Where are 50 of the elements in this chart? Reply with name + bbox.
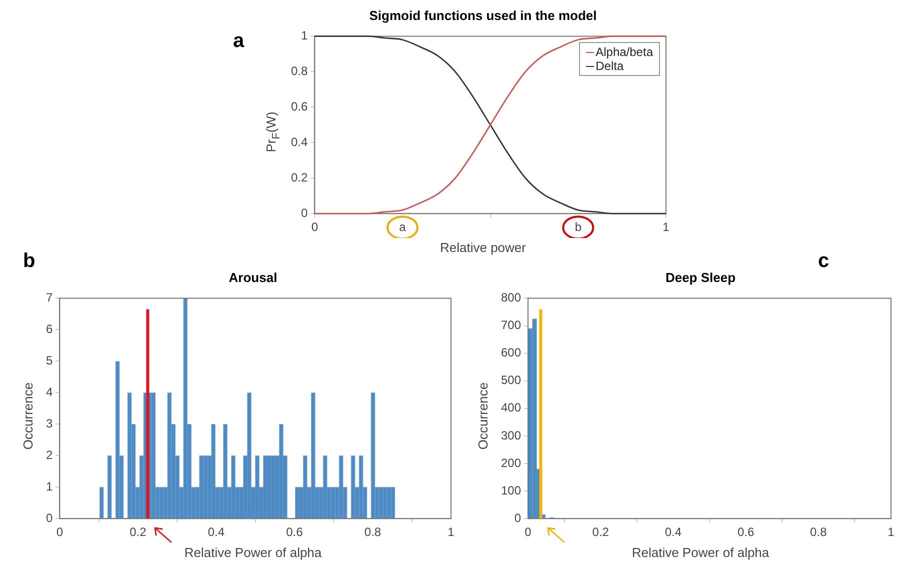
y-tick-label: 3: [46, 416, 53, 430]
y-tick-label: 6: [46, 322, 53, 336]
y-tick-label: 0.8: [290, 64, 308, 78]
y-tick-label: 0.2: [290, 170, 308, 184]
x-tick-label: 0: [56, 525, 64, 540]
line-series: [314, 36, 667, 214]
chart-title: Deep Sleep: [665, 270, 736, 285]
y-tick-label: 0: [514, 510, 522, 525]
x-tick-label: 0.2: [592, 525, 610, 540]
x-tick-label: 0.2: [130, 525, 147, 540]
y-tick-label: 2: [46, 448, 53, 462]
text: a: [233, 30, 244, 53]
y-tick-label: 0: [46, 510, 53, 525]
x-tick-label: 1: [888, 525, 895, 540]
x-tick-label: 0.8: [810, 525, 828, 540]
y-axis-title: Occurrence: [20, 382, 36, 450]
x-tick-label: 1: [448, 525, 455, 540]
x-tick-label: 0.4: [664, 525, 682, 540]
x-tick-label: 0: [524, 525, 532, 540]
y-tick-label: 0.6: [290, 99, 308, 114]
y-tick-label: 700: [500, 318, 522, 332]
y-tick-label: 4: [46, 384, 53, 399]
x-axis-title: Relative Power of alpha: [183, 545, 323, 560]
y-tick-label: 800: [500, 290, 522, 305]
text: c: [818, 250, 830, 273]
x-tick-label: 0.4: [208, 525, 225, 540]
y-tick-label: 300: [500, 428, 522, 442]
text: b: [574, 220, 582, 234]
y-tick-label: 600: [500, 346, 522, 360]
y-tick-label: 5: [46, 353, 53, 368]
x-tick-label: 0.8: [364, 525, 382, 540]
y-tick-label: 1: [46, 479, 53, 494]
x-axis-title: Relative Power of alpha: [630, 545, 770, 560]
y-tick-label: 1: [300, 28, 308, 43]
y-tick-label: 500: [500, 373, 522, 388]
text: b: [23, 250, 36, 273]
legend-label: Delta: [596, 59, 624, 74]
y-tick-label: 0.4: [290, 134, 308, 149]
y-tick-label: 0: [300, 206, 308, 220]
x-axis-title: Relative power: [439, 240, 527, 255]
x-tick-label: 0.6: [737, 525, 754, 540]
y-tick-label: 100: [500, 483, 522, 498]
y-tick-label: 7: [46, 290, 53, 305]
text: a: [399, 220, 406, 234]
chart-title: Sigmoid functions used in the model: [368, 8, 598, 25]
y-axis-title: Occurrence: [476, 382, 490, 450]
legend-label: Alpha/beta: [596, 45, 653, 60]
chart-title: Arousal: [228, 270, 278, 285]
y-tick-label: 200: [500, 456, 522, 470]
y-tick-label: 400: [500, 400, 522, 415]
